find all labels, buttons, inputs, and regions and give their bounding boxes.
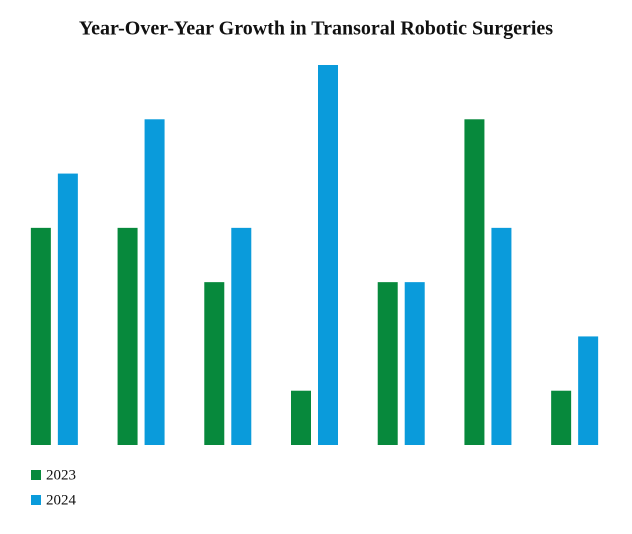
bar bbox=[404, 282, 425, 445]
bar bbox=[57, 173, 78, 446]
bar bbox=[144, 119, 165, 446]
bar bbox=[491, 227, 512, 445]
bar bbox=[231, 227, 252, 445]
bar bbox=[30, 227, 51, 445]
bar bbox=[117, 227, 138, 445]
bar bbox=[204, 282, 225, 445]
legend-swatch bbox=[31, 495, 41, 505]
legend-label: 2023 bbox=[46, 467, 76, 483]
bar bbox=[318, 65, 338, 445]
legend-label: 2024 bbox=[46, 492, 77, 508]
chart-title: Year-Over-Year Growth in Transoral Robot… bbox=[79, 18, 553, 40]
bar bbox=[578, 336, 599, 445]
bar bbox=[291, 390, 311, 445]
bar bbox=[464, 119, 485, 446]
bar bbox=[551, 390, 572, 445]
bar bbox=[377, 282, 398, 445]
legend-swatch bbox=[31, 470, 41, 480]
